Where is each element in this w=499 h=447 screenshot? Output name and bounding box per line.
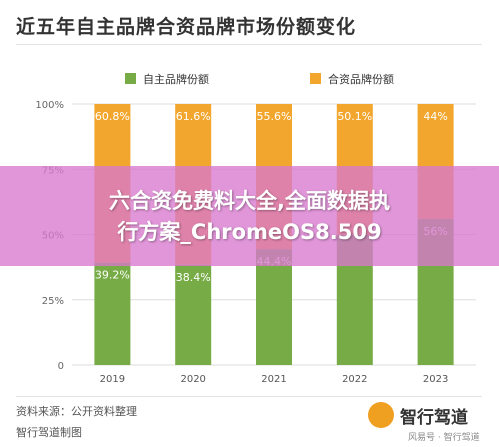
- overlay-text: 六合资免费料大全,全面数据执 行方案_ChromeOS8.509: [0, 186, 499, 248]
- title-divider: [16, 44, 482, 45]
- x-tick-label: 2019: [100, 374, 125, 385]
- data-label: 39.2%: [95, 269, 130, 282]
- y-tick-label: 100%: [35, 100, 64, 111]
- logo-text: 智行驾道: [400, 408, 468, 428]
- footer-divider: [16, 396, 482, 397]
- platform-watermark: 风易号 · 智行驾道: [408, 433, 480, 443]
- data-label: 44%: [423, 110, 447, 123]
- logo-icon: [368, 402, 394, 428]
- legend-label: 自主品牌份额: [143, 72, 209, 86]
- data-source: 资料来源：公开资料整理: [16, 405, 137, 418]
- data-label: 38.4%: [176, 271, 211, 284]
- x-tick-label: 2022: [342, 374, 367, 385]
- title-bar: 近五年自主品牌合资品牌市场份额变化: [0, 0, 499, 46]
- legend-swatch: [125, 73, 136, 84]
- y-tick-label: 25%: [42, 296, 64, 307]
- chart-maker: 智行驾道制图: [16, 426, 82, 439]
- data-label: 55.6%: [257, 110, 292, 123]
- bar-segment: [256, 249, 292, 365]
- data-label: 50.1%: [337, 110, 372, 123]
- legend-swatch: [310, 73, 321, 84]
- data-label: 60.8%: [95, 110, 130, 123]
- x-tick-label: 2020: [180, 374, 205, 385]
- data-label: 61.6%: [176, 110, 211, 123]
- legend-label: 合资品牌份额: [328, 72, 394, 86]
- watermark-overlay-band: [0, 166, 499, 266]
- x-tick-label: 2021: [261, 374, 286, 385]
- overlay-line-1: 六合资免费料大全,全面数据执: [109, 189, 390, 213]
- y-tick-label: 0: [58, 361, 64, 372]
- bar-segment: [175, 264, 212, 365]
- x-tick-label: 2023: [423, 374, 448, 385]
- bar-segment: [94, 262, 131, 365]
- overlay-line-2: 行方案_ChromeOS8.509: [117, 220, 382, 244]
- chart-title: 近五年自主品牌合资品牌市场份额变化: [16, 16, 357, 38]
- brand-logo: 智行驾道: [368, 400, 488, 430]
